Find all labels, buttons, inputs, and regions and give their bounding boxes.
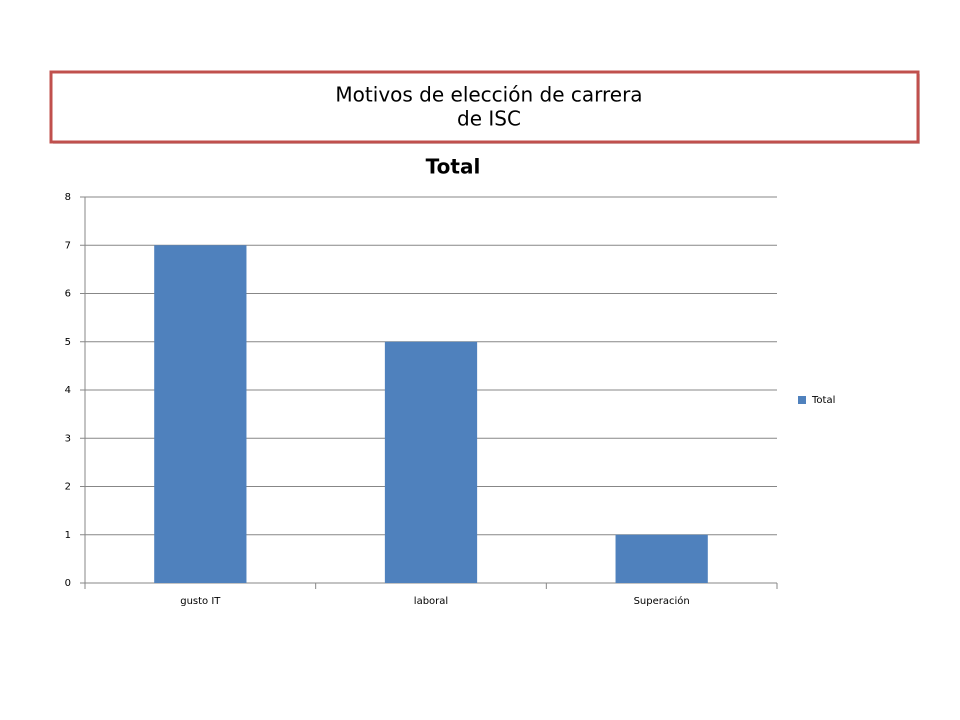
bar [384, 341, 478, 583]
y-tick-label: 6 [65, 289, 71, 300]
y-tick-label: 0 [65, 578, 71, 589]
bar [615, 534, 708, 583]
header-title: de ISC [457, 107, 521, 131]
y-tick-label: 8 [65, 192, 71, 203]
y-tick-label: 2 [65, 482, 71, 493]
legend-label: Total [811, 395, 835, 406]
bar [154, 245, 247, 583]
y-tick-label: 1 [65, 530, 71, 541]
x-tick-label: Superación [634, 595, 690, 607]
header-box [49, 70, 920, 144]
y-tick-label: 5 [65, 337, 71, 348]
header-title: Motivos de elección de carrera [335, 83, 642, 107]
y-tick-label: 3 [65, 433, 71, 444]
x-tick-label: gusto IT [180, 596, 221, 607]
chart-title: Total [426, 155, 481, 179]
x-tick-label: laboral [414, 596, 448, 607]
y-tick-label: 7 [65, 240, 71, 251]
legend-swatch [798, 396, 806, 404]
y-tick-label: 4 [65, 385, 71, 396]
